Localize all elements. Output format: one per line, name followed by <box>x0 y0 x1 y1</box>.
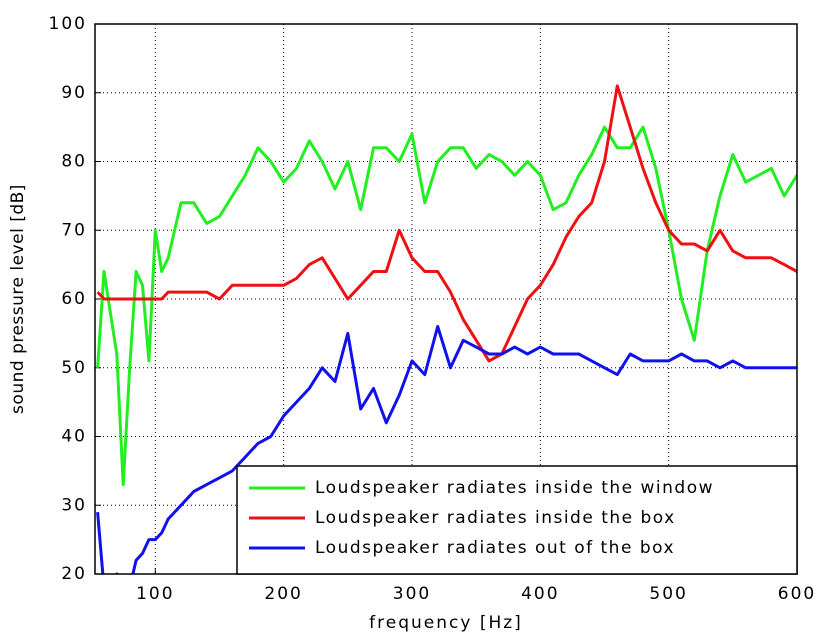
x-tick-label: 500 <box>649 584 687 604</box>
legend-label: Loudspeaker radiates inside the box <box>315 508 676 528</box>
x-tick-label: 100 <box>136 584 174 604</box>
x-axis-label: frequency [Hz] <box>369 613 523 633</box>
y-tick-label: 30 <box>61 495 87 515</box>
y-axis-label: sound pressure level [dB] <box>8 184 28 414</box>
y-tick-label: 70 <box>61 220 87 240</box>
y-tick-label: 40 <box>61 427 87 447</box>
legend-box <box>236 465 798 575</box>
y-tick-label: 50 <box>61 358 87 378</box>
x-tick-label: 200 <box>264 584 302 604</box>
legend-label: Loudspeaker radiates inside the window <box>315 478 714 498</box>
y-tick-label: 90 <box>61 83 87 103</box>
legend-label: Loudspeaker radiates out of the box <box>315 538 675 558</box>
y-tick-label: 80 <box>61 152 87 172</box>
y-tick-label: 60 <box>61 289 87 309</box>
x-tick-label: 400 <box>521 584 559 604</box>
x-tick-label: 300 <box>393 584 431 604</box>
series-line <box>96 325 797 574</box>
y-tick-label: 20 <box>61 564 87 584</box>
plot-lines <box>96 84 797 574</box>
x-tick-label: 600 <box>778 584 816 604</box>
series-line <box>96 84 797 363</box>
y-tick-label: 100 <box>49 14 87 34</box>
